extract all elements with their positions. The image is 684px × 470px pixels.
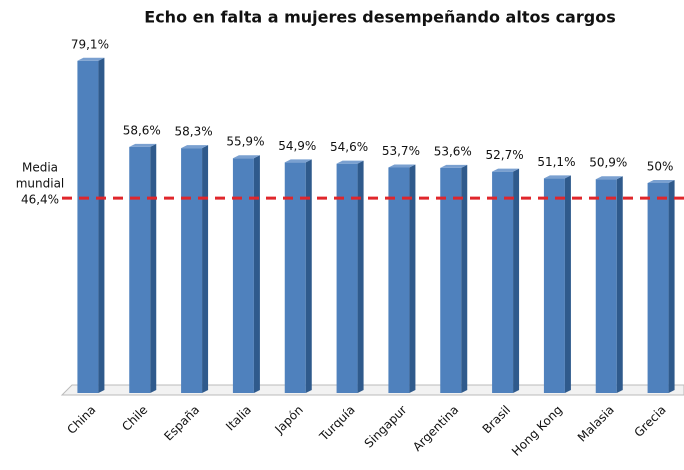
bar-side	[461, 164, 468, 393]
value-label: 58,3%	[175, 125, 213, 139]
value-label: 51,1%	[537, 155, 575, 169]
value-label: 53,6%	[434, 144, 472, 158]
value-label: 53,7%	[382, 144, 420, 158]
x-tick-label: Turquía	[316, 403, 358, 445]
bar-side	[357, 160, 364, 393]
x-tick-label: Grecia	[631, 403, 668, 440]
x-tick-label: España	[161, 403, 202, 444]
x-tick-label: Chile	[119, 403, 150, 434]
x-tick-label: Italia	[223, 403, 254, 434]
value-label: 54,9%	[278, 139, 316, 153]
bar	[543, 178, 565, 393]
bar-top	[595, 176, 623, 180]
x-tick-label: Argentina	[410, 403, 461, 454]
bar-top	[647, 180, 675, 183]
bar-top	[388, 164, 416, 168]
reference-value-label: 46,4%	[21, 193, 59, 207]
bar-top	[284, 159, 312, 163]
value-label: 50%	[647, 160, 674, 174]
x-tick-label: Japón	[272, 403, 306, 437]
bar-top	[492, 168, 520, 172]
value-label: 52,7%	[486, 148, 524, 162]
x-tick-label: Malasia	[575, 403, 617, 445]
bar	[388, 167, 410, 393]
x-tick-label: Hong Kong	[509, 403, 565, 459]
bar-side	[409, 164, 416, 393]
bar	[647, 183, 669, 393]
bar-side	[150, 143, 157, 393]
floor	[60, 384, 684, 396]
bar-side	[616, 176, 623, 393]
bar-top	[440, 164, 468, 168]
x-tick-label: Singapur	[362, 403, 410, 451]
bar-top	[232, 155, 260, 159]
bar-top	[77, 57, 105, 61]
bar-top	[181, 145, 209, 149]
bar	[336, 163, 358, 393]
bar-side	[564, 175, 571, 393]
x-tick-label: China	[64, 403, 98, 437]
bar-top	[129, 143, 157, 147]
value-label: 55,9%	[226, 135, 264, 149]
value-label: 58,6%	[123, 123, 161, 137]
bar	[181, 148, 203, 393]
x-tick-label: Brasil	[480, 403, 514, 437]
value-label: 50,9%	[589, 156, 627, 170]
bar	[492, 171, 514, 393]
bar-top	[336, 160, 364, 164]
bar-top	[543, 175, 571, 179]
reference-label: mundial	[16, 177, 65, 191]
value-label: 79,1%	[71, 37, 109, 51]
bar-side	[202, 145, 209, 393]
bar	[440, 167, 462, 393]
bar	[232, 158, 254, 393]
bar	[77, 60, 99, 393]
bar	[284, 162, 306, 393]
bar-side	[513, 168, 520, 393]
bar-side	[253, 155, 260, 393]
bar-side	[668, 180, 675, 393]
bar	[129, 146, 151, 393]
reference-label: Media	[22, 161, 58, 175]
bar	[595, 179, 617, 393]
bar-side	[98, 57, 105, 393]
chart-title: Echo en falta a mujeres desempeñando alt…	[144, 8, 615, 27]
bar-side	[305, 159, 312, 393]
value-label: 54,6%	[330, 140, 368, 154]
